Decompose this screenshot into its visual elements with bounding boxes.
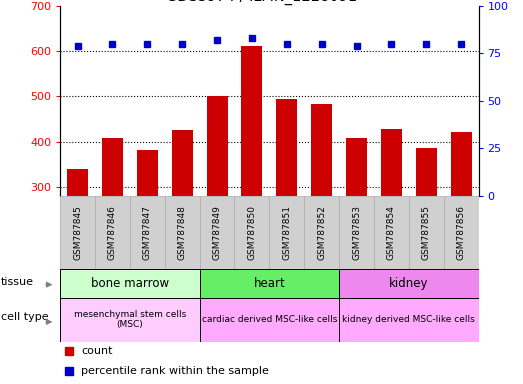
- Bar: [200, 196, 234, 269]
- Text: GSM787849: GSM787849: [212, 205, 222, 260]
- Bar: [311, 104, 332, 196]
- Text: cell type: cell type: [1, 313, 49, 323]
- Bar: [374, 196, 409, 269]
- Text: GSM787847: GSM787847: [143, 205, 152, 260]
- Bar: [242, 46, 263, 196]
- Text: count: count: [81, 346, 112, 356]
- Bar: [269, 196, 304, 269]
- Bar: [165, 196, 200, 269]
- Text: GDS3974 / ILMN_1228091: GDS3974 / ILMN_1228091: [166, 0, 357, 5]
- Bar: [102, 138, 123, 196]
- Bar: [416, 148, 437, 196]
- Bar: [200, 269, 339, 298]
- Text: GSM787853: GSM787853: [352, 205, 361, 260]
- Bar: [60, 298, 200, 342]
- Bar: [207, 96, 228, 196]
- Bar: [137, 150, 158, 196]
- Text: kidney derived MSC-like cells: kidney derived MSC-like cells: [343, 315, 475, 324]
- Text: tissue: tissue: [1, 277, 34, 287]
- Text: GSM787854: GSM787854: [387, 205, 396, 260]
- Bar: [200, 298, 339, 342]
- Bar: [130, 196, 165, 269]
- Text: bone marrow: bone marrow: [91, 277, 169, 290]
- Bar: [95, 196, 130, 269]
- Text: GSM787855: GSM787855: [422, 205, 431, 260]
- Bar: [172, 130, 192, 196]
- Bar: [381, 129, 402, 196]
- Text: GSM787846: GSM787846: [108, 205, 117, 260]
- Bar: [339, 298, 479, 342]
- Text: GSM787848: GSM787848: [178, 205, 187, 260]
- Text: percentile rank within the sample: percentile rank within the sample: [81, 366, 269, 376]
- Bar: [60, 196, 95, 269]
- Bar: [276, 99, 297, 196]
- Text: GSM787852: GSM787852: [317, 205, 326, 260]
- Text: GSM787856: GSM787856: [457, 205, 465, 260]
- Text: kidney: kidney: [389, 277, 428, 290]
- Bar: [339, 269, 479, 298]
- Bar: [339, 196, 374, 269]
- Text: cardiac derived MSC-like cells: cardiac derived MSC-like cells: [202, 315, 337, 324]
- Bar: [304, 196, 339, 269]
- Bar: [234, 196, 269, 269]
- Text: GSM787850: GSM787850: [247, 205, 256, 260]
- Bar: [444, 196, 479, 269]
- Text: mesenchymal stem cells
(MSC): mesenchymal stem cells (MSC): [74, 310, 186, 329]
- Bar: [60, 269, 200, 298]
- Text: heart: heart: [254, 277, 285, 290]
- Bar: [409, 196, 444, 269]
- Text: GSM787851: GSM787851: [282, 205, 291, 260]
- Bar: [67, 169, 88, 196]
- Text: GSM787845: GSM787845: [73, 205, 82, 260]
- Bar: [346, 138, 367, 196]
- Bar: [451, 132, 472, 196]
